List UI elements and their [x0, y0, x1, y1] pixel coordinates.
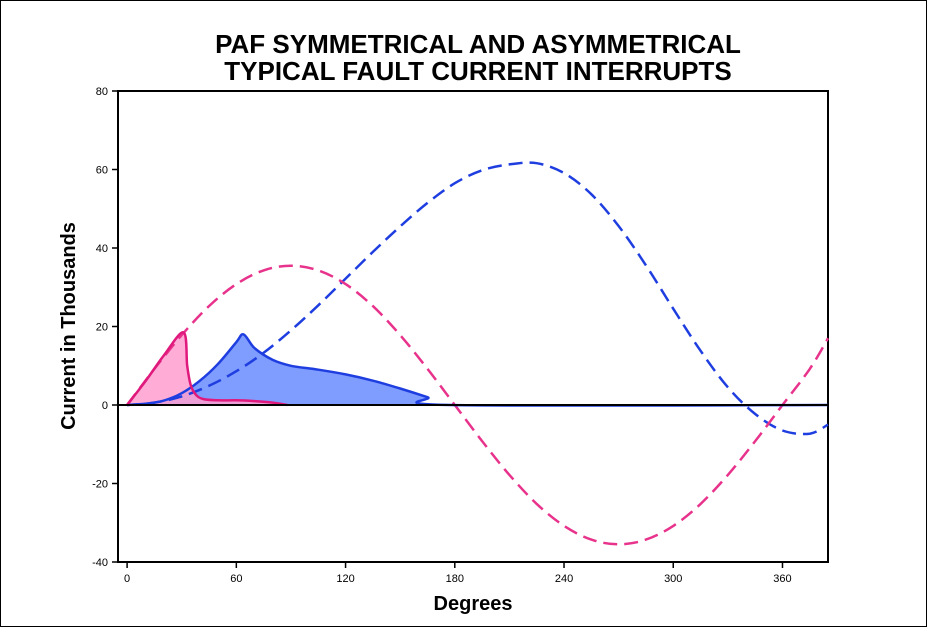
series-1-dashed-line [126, 264, 830, 546]
y-tick-label: 60 [96, 165, 108, 177]
x-tick-label: 240 [555, 573, 573, 585]
plot-border [117, 90, 829, 563]
y-tick-label: -20 [92, 479, 108, 491]
chart-title-line-2: TYPICAL FAULT CURRENT INTERRUPTS [224, 56, 731, 86]
fill-layer [127, 332, 829, 406]
series-2-area [127, 334, 829, 406]
line-layer [126, 161, 830, 546]
x-tick-label: 120 [336, 573, 354, 585]
plot-area [117, 90, 830, 563]
y-tick-label: 80 [96, 86, 108, 98]
y-tick-label: 40 [96, 243, 108, 255]
x-axis-ticks: 0 60 120 180 240 300 360 [124, 562, 792, 585]
x-tick-label: 300 [664, 573, 682, 585]
x-tick-label: 60 [230, 573, 242, 585]
x-tick-label: 360 [773, 573, 791, 585]
y-tick-label: 0 [102, 400, 108, 412]
y-axis-title: Current in Thousands [58, 222, 80, 430]
y-axis-ticks: -40 -20 0 20 40 60 80 [92, 86, 118, 569]
x-tick-label: 0 [124, 573, 130, 585]
y-tick-label: 20 [96, 322, 108, 334]
x-axis-title: Degrees [434, 593, 513, 615]
series-3-line [126, 331, 288, 407]
x-tick-label: 180 [446, 573, 464, 585]
series-0-dashed-line [126, 161, 829, 436]
series-2-line [127, 333, 829, 407]
chart-title-line-1: PAF SYMMETRICAL AND ASYMMETRICAL [215, 29, 741, 59]
y-tick-label: -40 [92, 557, 108, 569]
series-3-area [127, 332, 288, 405]
